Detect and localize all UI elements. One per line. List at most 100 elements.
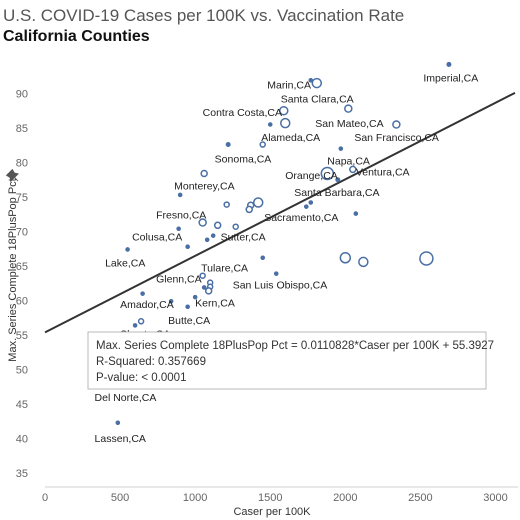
point-label: Monterey,CA: [174, 180, 235, 192]
trend-line: [44, 91, 516, 334]
point-label: Amador,CA: [120, 299, 174, 311]
data-point: [177, 192, 183, 198]
data-point: [225, 142, 231, 148]
point-label: San Mateo,CA: [315, 118, 383, 130]
point-label: Butte,CA: [168, 315, 210, 327]
data-point: [176, 226, 181, 232]
data-point: [339, 252, 352, 264]
data-point: [185, 244, 190, 250]
data-point: [115, 420, 121, 426]
data-point: [199, 272, 206, 279]
point-label: Alameda,CA: [261, 132, 320, 144]
data-point: [223, 201, 230, 208]
chart-title: U.S. COVID-19 Cases per 100K vs. Vaccina…: [3, 6, 405, 25]
data-point: [204, 287, 213, 295]
y-axis-label: Max. Series Complete 18PlusPop Pct: [7, 178, 19, 361]
y-tick-label: 55: [16, 330, 28, 342]
x-tick-label: 0: [42, 492, 48, 504]
data-point: [185, 304, 190, 310]
y-tick-label: 65: [16, 261, 28, 273]
point-label: Santa Clara,CA: [281, 93, 354, 105]
trendline-tooltip: Max. Series Complete 18PlusPop Pct = 0.0…: [87, 331, 494, 390]
y-tick-label: 80: [16, 157, 28, 169]
data-point: [446, 61, 452, 67]
data-point: [349, 165, 357, 174]
trendline-layer: [44, 91, 516, 334]
data-point: [279, 105, 289, 116]
tooltip-p-value: P-value: < 0.0001: [96, 372, 186, 384]
data-point: [260, 255, 266, 261]
tooltip-box: [87, 331, 487, 390]
point-label: Sutter,CA: [221, 231, 266, 243]
data-point: [168, 298, 174, 304]
x-tick-label: 1000: [183, 492, 207, 504]
data-point: [192, 294, 198, 300]
data-point: [200, 169, 208, 178]
point-label: Orange,CA: [285, 170, 338, 182]
data-point: [245, 205, 253, 214]
data-point: [320, 166, 335, 181]
data-point: [311, 77, 323, 89]
y-tick-label: 70: [16, 227, 28, 239]
point-label: Tulare,CA: [201, 262, 248, 274]
y-tick-label: 75: [16, 192, 28, 204]
data-point: [392, 120, 401, 129]
data-point: [308, 200, 314, 205]
data-point: [198, 218, 207, 227]
y-tick-label: 60: [16, 296, 28, 308]
tooltip-equation: Max. Series Complete 18PlusPop Pct = 0.0…: [96, 340, 494, 352]
data-point: [267, 122, 273, 127]
data-point: [252, 197, 264, 208]
data-point: [137, 318, 145, 325]
data-point: [140, 291, 145, 296]
y-tick-label: 40: [16, 434, 28, 446]
data-point: [201, 285, 207, 290]
data-point: [232, 223, 239, 230]
pin-icon[interactable]: [5, 168, 22, 185]
data-point: [335, 177, 341, 183]
point-label: Sacramento,CA: [264, 212, 338, 224]
data-point: [213, 221, 222, 230]
x-tick-label: 2000: [333, 492, 357, 504]
x-tick-label: 3000: [483, 492, 507, 504]
point-label: Contra Costa,CA: [203, 107, 282, 119]
data-point: [303, 204, 309, 209]
data-point: [353, 211, 359, 216]
y-tick-label: 35: [16, 468, 28, 480]
point-label: Sonoma,CA: [215, 153, 272, 165]
data-point: [259, 141, 266, 148]
axes-layer: 0 500 1000 1500 2000 2500 3000 35 40 45 50 55 60 65 70…: [16, 88, 518, 504]
point-label: Marin,CA: [267, 79, 311, 91]
data-point: [419, 251, 434, 266]
point-label: Napa,CA: [327, 155, 370, 167]
data-point: [358, 256, 369, 268]
x-tick-label: 2500: [408, 492, 432, 504]
y-tick-label: 85: [16, 123, 28, 135]
data-point: [308, 78, 314, 83]
data-point: [132, 323, 138, 328]
x-tick-label: 1500: [258, 492, 282, 504]
data-point: [273, 271, 279, 276]
x-tick-label: 500: [111, 492, 129, 504]
data-point: [344, 104, 353, 113]
data-point: [204, 237, 210, 243]
point-label: Ventura,CA: [356, 166, 410, 178]
data-point: [210, 233, 216, 238]
data-point: [338, 146, 344, 151]
data-point: [125, 247, 130, 252]
x-axis-label: Caser per 100K: [233, 506, 311, 518]
point-label: Del Norte,CA: [95, 392, 157, 404]
point-label: Colusa,CA: [132, 231, 182, 243]
points-layer: [115, 61, 452, 426]
point-label: Kern,CA: [195, 298, 235, 310]
point-label: Lake,CA: [105, 258, 145, 270]
chart-subtitle: California Counties: [3, 28, 150, 45]
point-label: Lassen,CA: [95, 433, 146, 445]
y-tick-label: 45: [16, 399, 28, 411]
point-label: Fresno,CA: [156, 209, 206, 221]
point-label: Glenn,CA: [156, 273, 202, 285]
tooltip-r-squared: R-Squared: 0.357669: [96, 356, 206, 368]
point-labels-layer: Imperial,CA Marin,CA Santa Clara,CA Contra …: [95, 73, 479, 445]
point-label: Santa Barbara,CA: [294, 187, 379, 199]
